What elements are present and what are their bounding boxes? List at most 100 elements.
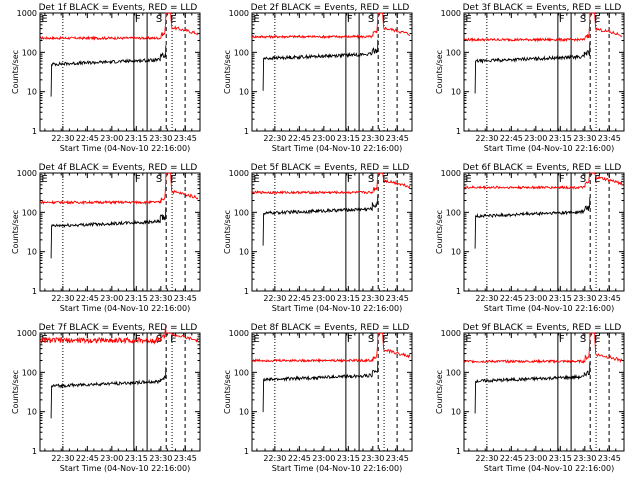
x-tick-label: 22:45 [500,454,523,463]
time-marker-label: F [559,334,565,345]
y-tick-label: 100 [234,368,249,377]
time-marker-label: E [382,14,388,25]
y-tick-label: 1000 [229,169,249,178]
y-tick-label: 1 [456,447,461,456]
x-tick-label: 23:00 [100,294,123,303]
series-lld-line [251,12,411,40]
x-tick-label: 23:00 [100,454,123,463]
y-tick-label: 1000 [441,329,461,338]
plot-frame [39,332,201,452]
x-axis-label: Start Time (04-Nov-10 22:16:00) [484,144,614,153]
y-tick-label: 1000 [441,169,461,178]
plot-frame [463,172,625,292]
x-tick-label: 22:30 [263,294,286,303]
series-events-line [474,197,591,249]
y-axis-label: Counts/sec [435,370,444,414]
x-tick-label: 23:45 [174,454,197,463]
y-axis-label: Counts/sec [11,210,20,254]
time-marker-label: S [580,334,586,345]
x-tick-label: 23:15 [125,454,148,463]
x-tick-label: 22:45 [76,134,99,143]
series-events-line [262,360,379,413]
chart-title: Det 5f BLACK = Events, RED = LLD [251,163,410,173]
x-tick-label: 23:30 [361,134,384,143]
y-tick-label: 100 [22,368,37,377]
x-tick-label: 22:45 [500,294,523,303]
y-tick-label: 100 [22,208,37,217]
time-marker-label: S [156,174,162,185]
series-events-line [262,194,379,246]
plot-frame [251,332,413,452]
y-tick-label: 10 [451,248,461,257]
time-marker-label: F [135,174,141,185]
y-tick-label: 1000 [441,9,461,18]
series-lld-line [252,332,411,364]
time-marker-label: E [170,174,176,185]
x-tick-label: 23:30 [149,134,172,143]
time-marker-label: F [347,174,353,185]
y-axis-label: Counts/sec [11,370,20,414]
y-axis-label: Counts/sec [223,210,232,254]
x-tick-label: 23:15 [337,294,360,303]
time-marker-label: S [580,174,586,185]
y-tick-label: 1 [456,287,461,296]
y-tick-label: 1 [32,287,37,296]
x-tick-label: 22:45 [500,134,523,143]
time-marker-label: S [580,14,586,25]
x-tick-label: 23:00 [312,134,335,143]
x-tick-label: 22:30 [475,134,498,143]
plot-frame [39,172,201,292]
series-lld-line [40,12,199,41]
x-tick-label: 23:15 [549,454,572,463]
x-tick-label: 22:30 [263,454,286,463]
time-marker-label: E [253,14,259,25]
time-marker-label: S [368,174,374,185]
x-tick-label: 23:30 [573,454,596,463]
x-axis-label: Start Time (04-Nov-10 22:16:00) [484,464,614,473]
time-marker-label: F [135,14,141,25]
y-tick-label: 1 [32,127,37,136]
x-axis-label: Start Time (04-Nov-10 22:16:00) [60,304,190,313]
y-tick-label: 10 [239,88,249,97]
chart-panel: Det 1f BLACK = Events, RED = LLD 1 10 100 10… [11,3,201,153]
series-events-line [50,45,167,97]
time-marker-label: E [594,334,600,345]
x-tick-label: 22:45 [288,134,311,143]
x-axis-label: Start Time (04-Nov-10 22:16:00) [484,304,614,313]
series-lld-line [251,172,411,195]
chart-panel: Det 9f BLACK = Events, RED = LLD 1 10 100 10… [435,323,625,473]
y-tick-label: 1 [456,127,461,136]
x-tick-label: 23:15 [549,294,572,303]
y-tick-label: 1 [32,447,37,456]
chart-panel: Det 3f BLACK = Events, RED = LLD 1 10 100 10… [435,3,625,153]
y-tick-label: 1 [244,127,249,136]
x-tick-label: 22:30 [51,134,74,143]
y-tick-label: 10 [27,88,37,97]
x-axis-label: Start Time (04-Nov-10 22:16:00) [272,144,402,153]
time-marker-label: E [253,334,259,345]
x-tick-label: 23:30 [361,454,384,463]
time-marker-label: E [41,174,47,185]
y-axis-label: Counts/sec [435,50,444,94]
x-tick-label: 22:30 [475,294,498,303]
chart-title: Det 6f BLACK = Events, RED = LLD [463,163,622,173]
series-events-line [474,42,591,94]
x-tick-label: 22:45 [288,294,311,303]
x-axis-label: Start Time (04-Nov-10 22:16:00) [60,144,190,153]
chart-panel: Det 8f BLACK = Events, RED = LLD 1 10 100 10… [223,323,413,473]
series-lld-line [463,171,623,191]
y-tick-label: 100 [446,368,461,377]
x-tick-label: 23:45 [386,134,409,143]
time-marker-label: E [594,14,600,25]
y-axis-label: Counts/sec [223,370,232,414]
x-tick-label: 23:00 [524,294,547,303]
y-tick-label: 1000 [229,329,249,338]
x-tick-label: 23:00 [524,134,547,143]
chart-title: Det 2f BLACK = Events, RED = LLD [251,3,410,13]
y-tick-label: 100 [446,208,461,217]
x-tick-label: 23:30 [573,134,596,143]
series-lld-line [463,12,623,43]
y-tick-label: 10 [27,408,37,417]
x-tick-label: 23:15 [125,294,148,303]
